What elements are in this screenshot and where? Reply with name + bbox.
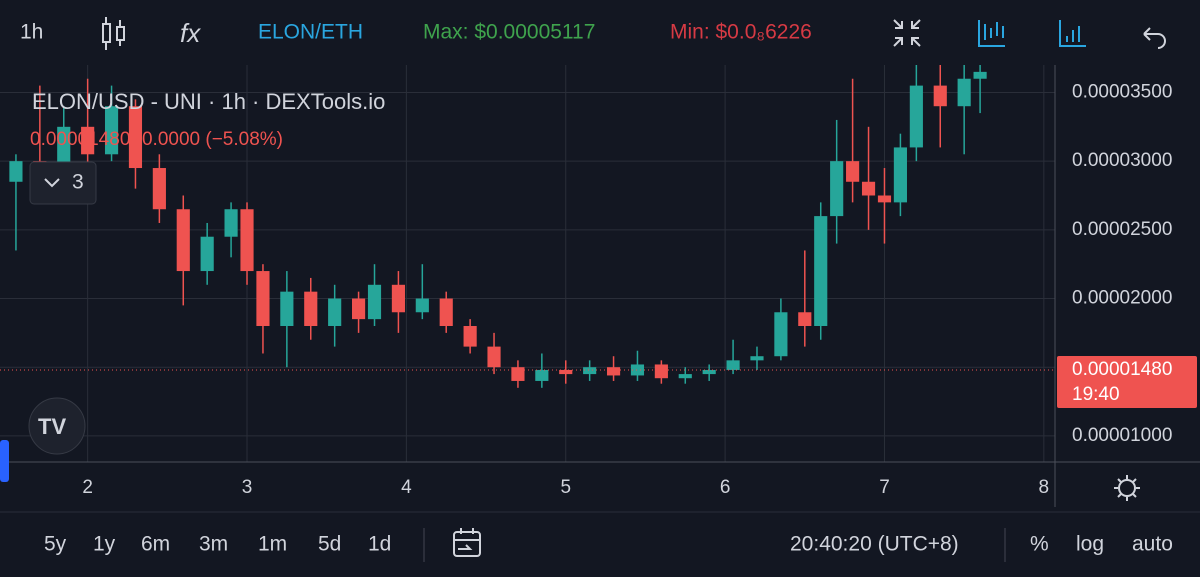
side-tab[interactable] xyxy=(0,440,9,482)
fullscreen-icon[interactable] xyxy=(893,19,921,47)
x-tick-label: 8 xyxy=(1039,477,1050,498)
candle-body xyxy=(439,298,453,327)
collapsed-count[interactable]: 3 xyxy=(72,171,84,194)
x-tick-label: 7 xyxy=(879,477,890,498)
range-button[interactable]: 1d xyxy=(368,533,391,556)
settings-icon[interactable] xyxy=(1114,475,1140,501)
clock: 20:40:20 (UTC+8) xyxy=(790,533,959,556)
candle-body xyxy=(877,195,892,203)
date-range-icon[interactable] xyxy=(453,528,481,557)
candle-body xyxy=(535,369,549,381)
candle-body xyxy=(957,78,971,107)
candle-body xyxy=(830,161,844,217)
candle-body xyxy=(814,216,828,327)
candle-body xyxy=(798,312,812,327)
candle-body xyxy=(280,291,294,327)
min-price: Min: $0.0₈6226 xyxy=(670,21,812,44)
range-button[interactable]: 3m xyxy=(199,533,228,556)
tv-logo[interactable] xyxy=(28,397,86,455)
candle-body xyxy=(702,369,716,375)
range-buttons: 5y 1y 6m 3m 1m 5d 1d xyxy=(44,533,391,556)
candle-body xyxy=(152,168,166,210)
range-button[interactable]: 1m xyxy=(258,533,287,556)
candle-body xyxy=(606,367,621,376)
candle-body xyxy=(240,209,254,272)
candle-body xyxy=(487,346,501,368)
pair-button[interactable]: ELON/ETH xyxy=(258,21,363,44)
chevron-icon xyxy=(44,178,60,188)
candle-body xyxy=(367,284,382,320)
x-tick-label: 6 xyxy=(720,477,731,498)
plot: 23456780.000010000.000015000.000020000.0… xyxy=(0,65,1200,507)
range-button[interactable]: 1y xyxy=(93,533,116,556)
candle-body xyxy=(654,364,668,379)
max-price: Max: $0.00005117 xyxy=(423,21,595,44)
candle-body xyxy=(463,326,477,347)
candle-body xyxy=(909,85,923,148)
candle-body xyxy=(846,161,860,182)
candles-view-icon[interactable] xyxy=(978,20,1005,47)
volume-icon[interactable] xyxy=(1059,20,1086,47)
range-button[interactable]: 5y xyxy=(44,533,67,556)
candle-body xyxy=(224,209,238,237)
range-button[interactable]: 5d xyxy=(318,533,341,556)
candle-body xyxy=(726,360,740,370)
candle-body xyxy=(774,312,788,357)
x-tick-label: 4 xyxy=(401,477,412,498)
candle-body xyxy=(933,85,947,107)
y-tick-label: 0.00002500 xyxy=(1072,219,1172,240)
candle-body xyxy=(750,356,764,361)
interval-button[interactable]: 1h xyxy=(20,21,43,44)
x-tick-label: 5 xyxy=(560,477,571,498)
last-price-label: 0.00001480 xyxy=(1072,359,1172,380)
indicators-button[interactable]: fx xyxy=(180,18,201,48)
y-tick-label: 0.00003500 xyxy=(1072,81,1172,102)
candle-body xyxy=(973,71,987,79)
last-price-badge xyxy=(1057,355,1197,408)
candle-body xyxy=(351,298,366,320)
candle-body xyxy=(128,106,143,169)
legend-quote: 0.00001480 -0.0000 (−5.08%) xyxy=(30,129,283,150)
candle-body xyxy=(104,106,119,155)
auto-button[interactable]: auto xyxy=(1132,533,1173,556)
back-icon[interactable] xyxy=(1143,27,1166,49)
candle-type-icon[interactable] xyxy=(102,17,125,50)
candle-body xyxy=(81,126,95,155)
collapse-button[interactable] xyxy=(29,161,97,205)
y-tick-label: 0.00002000 xyxy=(1072,288,1172,309)
y-tick-label: 0.00001000 xyxy=(1072,425,1172,446)
candle-body xyxy=(256,271,270,327)
x-tick-label: 2 xyxy=(82,477,93,498)
log-button[interactable]: log xyxy=(1076,533,1104,556)
candle-body xyxy=(391,284,405,313)
percent-button[interactable]: % xyxy=(1030,533,1049,556)
candle-body xyxy=(176,209,190,272)
candle-body xyxy=(861,181,876,196)
range-button[interactable]: 6m xyxy=(141,533,170,556)
candle-body xyxy=(415,298,429,313)
candle-body xyxy=(583,367,597,375)
candle-body xyxy=(678,374,692,379)
candle-body xyxy=(328,298,342,327)
candle-body xyxy=(559,369,573,375)
candle-body xyxy=(304,291,318,327)
x-tick-label: 3 xyxy=(242,477,253,498)
tv-logo-mark: TV xyxy=(38,414,66,439)
legend-title: ELON/USD - UNI · 1h · DEXTools.io xyxy=(32,89,385,114)
candle-body xyxy=(9,161,23,182)
candle-body xyxy=(511,367,525,381)
last-price-time: 19:40 xyxy=(1072,384,1120,405)
candle-body xyxy=(893,147,907,203)
candle-body xyxy=(630,364,645,376)
candle-body xyxy=(200,236,214,272)
y-tick-label: 0.00003000 xyxy=(1072,150,1172,171)
